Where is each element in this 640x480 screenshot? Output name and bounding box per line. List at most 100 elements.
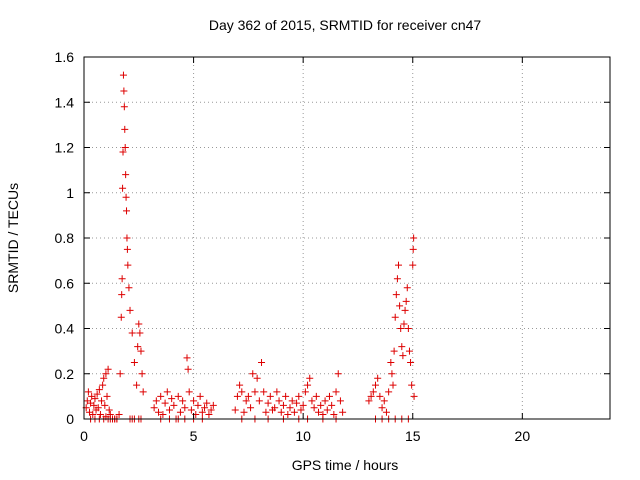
data-point <box>187 406 195 414</box>
data-point <box>120 103 128 111</box>
data-point <box>390 347 398 355</box>
data-point <box>105 406 113 414</box>
data-point <box>365 397 373 405</box>
x-tick-label: 5 <box>190 428 198 444</box>
data-point <box>392 291 400 299</box>
y-tick-label: 0.4 <box>55 321 75 337</box>
data-point <box>205 410 213 418</box>
data-point <box>378 404 386 412</box>
data-point <box>128 329 136 337</box>
data-point <box>255 397 263 405</box>
data-point <box>126 306 134 314</box>
data-point <box>184 365 192 373</box>
data-point <box>249 370 257 378</box>
data-point <box>125 284 133 292</box>
data-point <box>244 392 252 400</box>
data-point <box>410 234 418 242</box>
data-point <box>123 245 131 253</box>
data-point <box>100 374 108 382</box>
x-tick-label: 15 <box>405 428 421 444</box>
data-point <box>122 171 130 179</box>
data-point <box>117 313 125 321</box>
y-tick-label: 0.2 <box>55 366 75 382</box>
data-point <box>135 320 143 328</box>
y-tick-label: 0 <box>66 411 74 427</box>
data-point <box>119 148 127 156</box>
data-point <box>134 343 142 351</box>
data-point <box>284 410 292 418</box>
data-point <box>380 397 388 405</box>
data-point <box>119 184 127 192</box>
data-point <box>201 404 209 412</box>
data-point <box>293 399 301 407</box>
data-point <box>388 370 396 378</box>
data-point <box>321 397 329 405</box>
data-point <box>103 392 111 400</box>
data-point <box>404 325 412 332</box>
data-point <box>130 358 138 366</box>
data-point <box>273 388 281 396</box>
data-point <box>279 401 287 409</box>
data-point <box>401 306 409 314</box>
data-point <box>277 408 285 416</box>
data-point <box>323 406 331 414</box>
ticks <box>83 56 610 420</box>
data-point <box>207 406 215 414</box>
data-point <box>260 388 268 396</box>
data-point <box>179 397 187 405</box>
data-point <box>399 352 407 360</box>
data-point <box>190 397 198 405</box>
data-point <box>84 388 92 396</box>
data-point <box>410 392 418 400</box>
data-point <box>398 343 406 351</box>
data-point <box>297 406 305 414</box>
grid <box>84 57 610 419</box>
data-point <box>133 381 141 389</box>
data-point <box>181 404 189 412</box>
data-point <box>116 370 124 378</box>
data-point <box>396 302 404 310</box>
data-point <box>118 275 126 283</box>
x-tick-label: 20 <box>515 428 531 444</box>
y-tick-label: 0.8 <box>55 230 75 246</box>
data-point <box>330 410 338 418</box>
data-point <box>275 397 283 405</box>
y-axis-label: SRMTID / TECUs <box>5 183 21 293</box>
data-point <box>155 408 163 416</box>
data-point <box>288 397 296 405</box>
data-point <box>393 275 401 283</box>
data-point <box>397 325 405 332</box>
data-point <box>242 397 250 405</box>
data-point <box>203 399 211 407</box>
data-point <box>405 347 413 355</box>
data-point <box>334 370 342 378</box>
data-point <box>196 392 204 400</box>
data-point <box>328 401 336 409</box>
data-point <box>325 392 333 400</box>
data-point <box>231 406 239 414</box>
data-point <box>122 193 130 201</box>
data-point <box>240 408 248 416</box>
data-point <box>339 408 347 416</box>
y-tick-label: 1.6 <box>55 49 75 65</box>
data-point <box>152 397 160 405</box>
data-point <box>90 401 98 409</box>
data-point <box>264 399 272 407</box>
data-point <box>165 406 173 414</box>
data-point <box>209 401 217 409</box>
data-point <box>395 261 403 269</box>
chart-title: Day 362 of 2015, SRMTID for receiver cn4… <box>209 17 482 33</box>
data-point <box>124 261 132 269</box>
data-point <box>106 410 114 418</box>
data-point <box>367 392 375 400</box>
data-point <box>262 408 270 416</box>
data-point <box>159 410 167 418</box>
data-point <box>120 87 128 95</box>
data-point <box>123 234 131 242</box>
data-point <box>247 404 255 412</box>
x-tick-label: 10 <box>295 428 311 444</box>
data-point <box>402 297 410 305</box>
data-point <box>183 354 191 362</box>
data-point <box>94 404 102 412</box>
data-point <box>194 401 202 409</box>
